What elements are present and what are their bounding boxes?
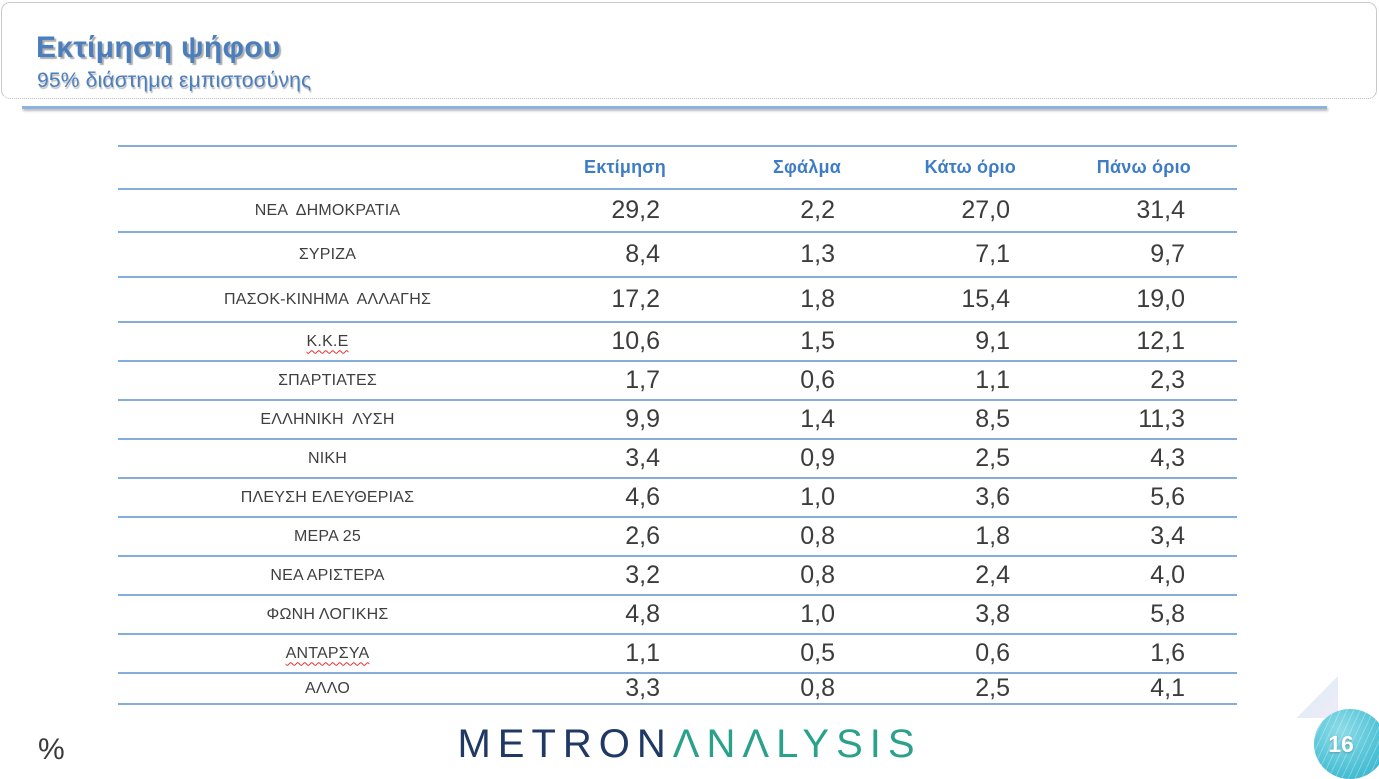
estimates-table-container: Εκτίμηση Σφάλμα Κάτω όριο Πάνω όριο ΝΕΑ … — [118, 145, 1237, 705]
party-name: Κ.Κ.Ε — [306, 332, 349, 350]
title-frame — [1, 2, 1377, 99]
estimate-value: 17,2 — [537, 277, 712, 323]
logo-analysis-text: ΛNΛLYSIS — [672, 722, 922, 766]
table-row: ΑΝΤΑΡΣΥΑ 1,1 0,5 0,6 1,6 — [118, 634, 1237, 674]
lower-bound-value: 7,1 — [887, 232, 1062, 278]
error-value: 1,4 — [712, 400, 887, 440]
error-value: 0,8 — [712, 517, 887, 557]
estimate-value: 4,6 — [537, 478, 712, 518]
estimate-value: 29,2 — [537, 189, 712, 233]
table-row: ΜΕΡΑ 25 2,6 0,8 1,8 3,4 — [118, 517, 1237, 557]
page-title: Εκτίμηση ψήφου — [36, 31, 281, 64]
party-name: ΠΛΕΥΣΗ ΕΛΕΥΘΕΡΙΑΣ — [240, 488, 415, 506]
lower-bound-column-header: Κάτω όριο — [887, 146, 1062, 190]
estimate-column-header: Εκτίμηση — [537, 146, 712, 190]
estimate-value: 3,4 — [537, 439, 712, 479]
lower-bound-value: 1,1 — [887, 361, 1062, 401]
table-row: ΣΠΑΡΤΙΑΤΕΣ 1,7 0,6 1,1 2,3 — [118, 361, 1237, 401]
table-header-row: Εκτίμηση Σφάλμα Κάτω όριο Πάνω όριο — [118, 146, 1237, 190]
upper-bound-column-header: Πάνω όριο — [1062, 146, 1237, 190]
estimate-value: 10,6 — [537, 322, 712, 362]
table-row: ΠΛΕΥΣΗ ΕΛΕΥΘΕΡΙΑΣ 4,6 1,0 3,6 5,6 — [118, 478, 1237, 518]
page-subtitle: 95% διάστημα εμπιστοσύνης — [37, 69, 312, 92]
lower-bound-value: 1,8 — [887, 517, 1062, 557]
party-name: ΠΑΣΟΚ-ΚΙΝΗΜΑ ΑΛΛΑΓΗΣ — [223, 290, 432, 308]
percent-symbol: % — [38, 733, 65, 766]
upper-bound-value: 31,4 — [1062, 189, 1237, 233]
upper-bound-value: 11,3 — [1062, 400, 1237, 440]
party-name: ΝΕΑ ΔΗΜΟΚΡΑΤΙΑ — [254, 201, 401, 219]
party-name: ΜΕΡΑ 25 — [294, 527, 361, 545]
estimate-value: 9,9 — [537, 400, 712, 440]
estimate-value: 1,7 — [537, 361, 712, 401]
table-row: ΣΥΡΙΖΑ 8,4 1,3 7,1 9,7 — [118, 232, 1237, 278]
error-value: 1,0 — [712, 478, 887, 518]
table-row: Κ.Κ.Ε 10,6 1,5 9,1 12,1 — [118, 322, 1237, 362]
lower-bound-value: 2,5 — [887, 673, 1062, 705]
estimate-value: 4,8 — [537, 595, 712, 635]
lower-bound-value: 9,1 — [887, 322, 1062, 362]
table-row: ΝΙΚΗ 3,4 0,9 2,5 4,3 — [118, 439, 1237, 479]
estimate-value: 8,4 — [537, 232, 712, 278]
error-column-header: Σφάλμα — [712, 146, 887, 190]
lower-bound-value: 27,0 — [887, 189, 1062, 233]
party-column-header — [118, 146, 537, 190]
error-value: 1,5 — [712, 322, 887, 362]
table-row: ΝΕΑ ΑΡΙΣΤΕΡΑ 3,2 0,8 2,4 4,0 — [118, 556, 1237, 596]
party-name: ΕΛΛΗΝΙΚΗ ΛΥΣΗ — [260, 410, 395, 428]
table-body: ΝΕΑ ΔΗΜΟΚΡΑΤΙΑ 29,2 2,2 27,0 31,4 ΣΥΡΙΖΑ… — [118, 189, 1237, 705]
estimates-table: Εκτίμηση Σφάλμα Κάτω όριο Πάνω όριο ΝΕΑ … — [118, 145, 1237, 705]
table-row: ΦΩΝΗ ΛΟΓΙΚΗΣ 4,8 1,0 3,8 5,8 — [118, 595, 1237, 635]
metron-analysis-logo: METRONΛNΛLYSIS — [0, 722, 1379, 767]
lower-bound-value: 2,5 — [887, 439, 1062, 479]
error-value: 0,5 — [712, 634, 887, 674]
error-value: 0,6 — [712, 361, 887, 401]
error-value: 0,8 — [712, 556, 887, 596]
table-row: ΝΕΑ ΔΗΜΟΚΡΑΤΙΑ 29,2 2,2 27,0 31,4 — [118, 189, 1237, 233]
upper-bound-value: 9,7 — [1062, 232, 1237, 278]
upper-bound-value: 4,3 — [1062, 439, 1237, 479]
lower-bound-value: 8,5 — [887, 400, 1062, 440]
upper-bound-value: 4,1 — [1062, 673, 1237, 705]
logo-metron-text: METRON — [457, 722, 673, 766]
upper-bound-value: 5,8 — [1062, 595, 1237, 635]
table-row: ΠΑΣΟΚ-ΚΙΝΗΜΑ ΑΛΛΑΓΗΣ 17,2 1,8 15,4 19,0 — [118, 277, 1237, 323]
page-number-badge: 16 — [1314, 709, 1379, 779]
upper-bound-value: 3,4 — [1062, 517, 1237, 557]
party-name: ΣΥΡΙΖΑ — [298, 245, 357, 263]
lower-bound-value: 2,4 — [887, 556, 1062, 596]
party-name: ΑΛΛΟ — [305, 679, 350, 697]
upper-bound-value: 12,1 — [1062, 322, 1237, 362]
upper-bound-value: 2,3 — [1062, 361, 1237, 401]
error-value: 1,0 — [712, 595, 887, 635]
upper-bound-value: 19,0 — [1062, 277, 1237, 323]
estimate-value: 2,6 — [537, 517, 712, 557]
table-row: ΑΛΛΟ 3,3 0,8 2,5 4,1 — [118, 673, 1237, 705]
lower-bound-value: 0,6 — [887, 634, 1062, 674]
party-name: ΝΕΑ ΑΡΙΣΤΕΡΑ — [270, 566, 385, 584]
decorative-triangle — [1296, 676, 1338, 718]
upper-bound-value: 4,0 — [1062, 556, 1237, 596]
lower-bound-value: 15,4 — [887, 277, 1062, 323]
page-number: 16 — [1328, 730, 1354, 757]
error-value: 0,8 — [712, 673, 887, 705]
upper-bound-value: 1,6 — [1062, 634, 1237, 674]
upper-bound-value: 5,6 — [1062, 478, 1237, 518]
error-value: 0,9 — [712, 439, 887, 479]
party-name: ΦΩΝΗ ΛΟΓΙΚΗΣ — [266, 605, 389, 623]
lower-bound-value: 3,6 — [887, 478, 1062, 518]
error-value: 1,3 — [712, 232, 887, 278]
error-value: 2,2 — [712, 189, 887, 233]
party-name: ΑΝΤΑΡΣΥΑ — [285, 644, 370, 662]
estimate-value: 1,1 — [537, 634, 712, 674]
table-row: ΕΛΛΗΝΙΚΗ ΛΥΣΗ 9,9 1,4 8,5 11,3 — [118, 400, 1237, 440]
title-underline — [22, 106, 1327, 109]
lower-bound-value: 3,8 — [887, 595, 1062, 635]
party-name: ΣΠΑΡΤΙΑΤΕΣ — [278, 371, 377, 389]
party-name: ΝΙΚΗ — [307, 449, 348, 467]
error-value: 1,8 — [712, 277, 887, 323]
estimate-value: 3,3 — [537, 673, 712, 705]
estimate-value: 3,2 — [537, 556, 712, 596]
